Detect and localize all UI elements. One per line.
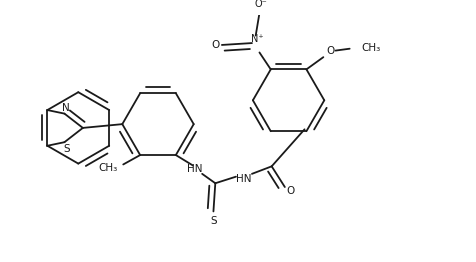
Text: S: S — [210, 216, 217, 226]
Text: CH₃: CH₃ — [361, 43, 380, 53]
Text: O⁻: O⁻ — [255, 0, 268, 9]
Text: HN: HN — [187, 164, 202, 174]
Text: O: O — [211, 40, 219, 50]
Text: O: O — [287, 186, 295, 196]
Text: N: N — [62, 103, 70, 113]
Text: CH₃: CH₃ — [99, 163, 118, 173]
Text: HN: HN — [236, 174, 251, 184]
Text: S: S — [63, 144, 69, 154]
Text: O: O — [327, 46, 335, 56]
Text: N⁺: N⁺ — [251, 34, 264, 44]
